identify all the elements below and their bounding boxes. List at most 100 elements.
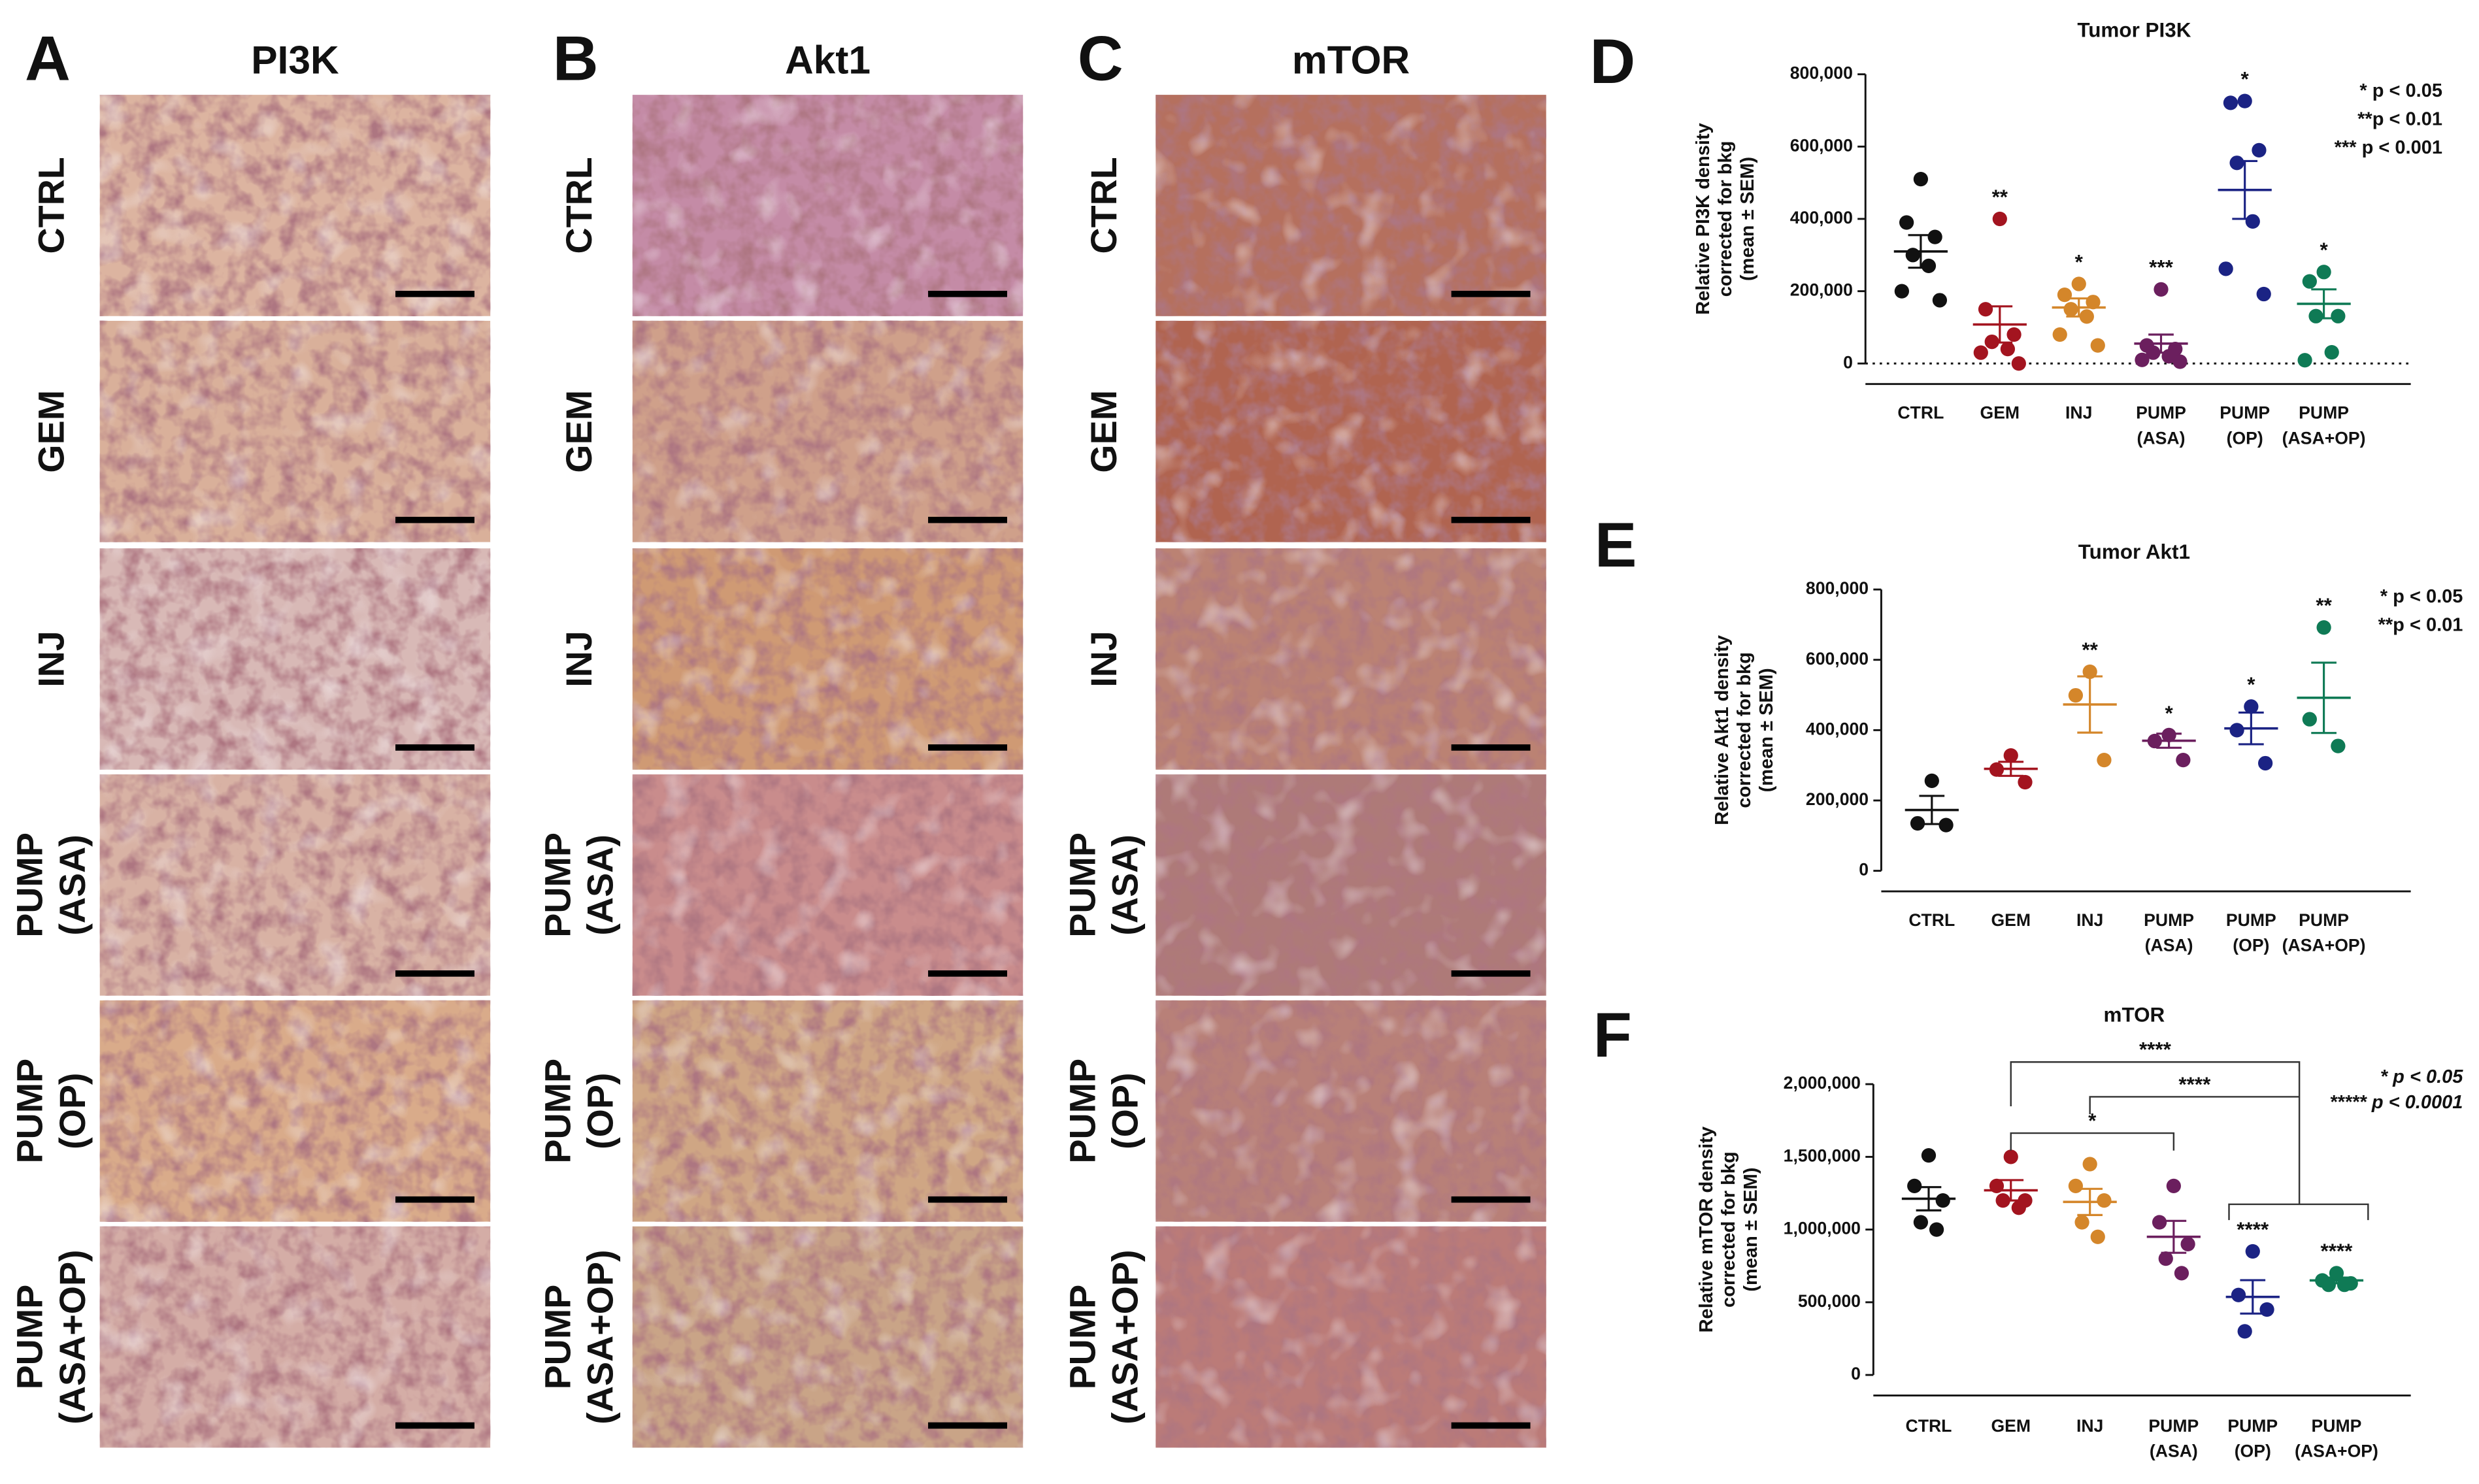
micrograph-texture [99,774,491,996]
legend-entry: * p < 0.05 [2380,1066,2463,1087]
data-point [1932,293,1948,308]
micrograph-texture [1156,320,1546,542]
data-point [1924,773,1939,788]
significance-label: * [2247,673,2255,696]
legend-entry: *** p < 0.001 [2335,137,2442,158]
x-tick-label: PUMP [2144,910,2194,930]
x-tick-label: PUMP [2148,1416,2199,1436]
x-tick-label: GEM [1980,403,2020,423]
x-tick-label: PUMP [2220,403,2270,423]
data-point [2063,302,2078,317]
comparison-bracket [2010,1132,2175,1151]
y-tick-label: 600,000 [1790,135,1853,155]
row-label: (ASA+OP) [580,1249,621,1424]
legend-entry: **p < 0.01 [2357,108,2442,129]
data-point [1938,817,1954,833]
row-label: PUMP [1062,1285,1103,1390]
comparison-bracket [2010,1061,2301,1204]
data-point [2245,1244,2260,1259]
comparison-label: **** [2178,1073,2211,1096]
data-point [1973,345,1988,360]
legend-entry: * p < 0.05 [2380,586,2463,607]
micrograph-texture [632,548,1023,770]
data-point [2174,1266,2189,1281]
data-point [1913,171,1929,187]
legend-entry: **p < 0.01 [2378,614,2463,635]
row-label: INJ [31,631,71,687]
data-point [2324,344,2339,360]
data-point [2256,286,2271,302]
panel-letter: B [553,22,599,93]
data-point [2018,774,2033,790]
data-point [1921,1148,1937,1163]
data-point [2003,748,2018,763]
row-label: (OP) [580,1073,621,1149]
significance-label: ** [2316,594,2332,617]
significance-label: * [2165,702,2173,725]
row-label: INJ [1084,631,1124,687]
row-label: PUMP [10,833,50,938]
x-tick-label: (ASA+OP) [2282,936,2366,955]
x-tick-label: INJ [2065,403,2092,423]
row-label: PUMP [10,1285,50,1390]
significance-label: ** [1992,186,2008,208]
data-point [1935,1193,1950,1208]
y-tick-label: 800,000 [1790,63,1853,83]
x-tick-label: (ASA) [2145,936,2193,955]
data-point [1921,258,1937,274]
data-point [2297,353,2312,368]
data-point [1910,816,1925,831]
comparison-label: * [2088,1109,2097,1132]
significance-label: **** [2320,1240,2353,1262]
x-tick-label: INJ [2076,1416,2103,1436]
significance-label: **** [2237,1218,2269,1241]
y-axis-label: corrected for bkg [1718,1151,1739,1308]
x-tick-label: PUMP [2227,1416,2278,1436]
y-tick-label: 0 [1859,860,1869,880]
data-point [2011,356,2026,371]
x-tick-label: (OP) [2227,428,2263,448]
row-label: (OP) [52,1073,93,1149]
data-point [2090,338,2105,353]
panel-title: PI3K [251,38,339,82]
data-point [2082,1157,2097,1172]
data-point [1913,1215,1929,1230]
data-point [2331,308,2346,323]
row-label: GEM [31,390,71,473]
data-point [2180,1236,2195,1251]
row-label: GEM [1084,390,1124,473]
comparison-bracket [2228,1203,2369,1221]
data-point [2259,1302,2274,1317]
data-point [2068,687,2084,703]
micrograph-texture [1156,1226,1546,1448]
data-point [1984,334,1999,350]
x-tick-label: CTRL [1897,403,1944,423]
data-point [2003,1149,2018,1164]
data-point [2237,1324,2252,1339]
x-tick-label: CTRL [1908,910,1955,930]
y-tick-label: 1,500,000 [1784,1146,1861,1165]
micrograph-texture [632,1226,1023,1448]
data-point [1989,762,2005,777]
data-point [2252,142,2267,157]
y-tick-label: 600,000 [1806,649,1869,668]
micrograph-texture [99,1226,491,1448]
data-point [1894,284,1909,299]
data-point [2337,1278,2352,1293]
micrograph-texture [632,774,1023,996]
comparison-bracket [2089,1096,2300,1115]
micrograph-texture [99,1000,491,1222]
data-point [2152,1215,2167,1230]
panel-letter: A [25,22,71,93]
row-label: PUMP [1062,1059,1103,1164]
y-tick-label: 500,000 [1798,1291,1861,1311]
chart-title: Tumor PI3K [2077,19,2191,42]
row-label: PUMP [537,833,578,938]
data-point [2052,327,2067,342]
significance-label: *** [2149,256,2173,279]
micrograph-texture [632,320,1023,542]
data-point [2057,288,2072,303]
row-label: (ASA) [52,834,93,935]
row-label: (ASA+OP) [1105,1249,1146,1424]
chart-title: Tumor Akt1 [2078,540,2190,563]
